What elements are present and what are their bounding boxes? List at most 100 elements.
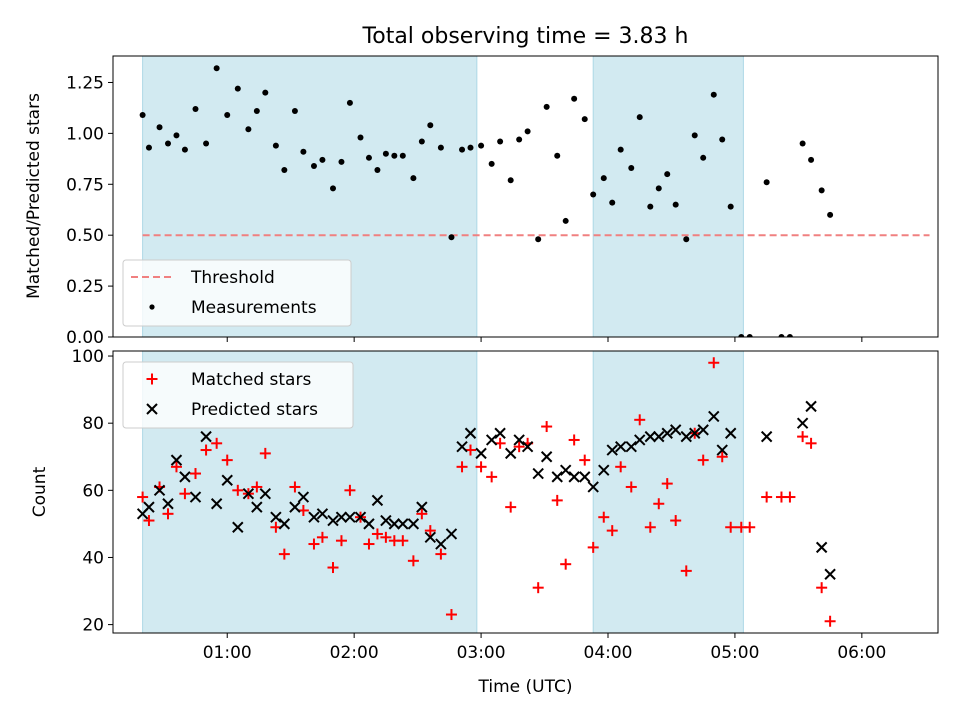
marker-stroke (327, 514, 339, 527)
series-matched-stars (137, 357, 836, 627)
measurement-point (672, 201, 679, 208)
marker-stroke (724, 427, 737, 439)
predicted-star-point (270, 511, 282, 523)
observing-interval-band (593, 56, 744, 337)
measurement-point (590, 191, 597, 198)
predicted-star-point (170, 454, 183, 466)
matched-star-point (716, 451, 728, 463)
predicted-star-point (796, 417, 809, 429)
measurement-point (636, 114, 643, 121)
x-tick-label: 02:00 (330, 643, 379, 663)
top-panel-ratio: 0.00 0.25 0.50 0.75 1.00 1.25 Threshold Measure… (66, 55, 939, 348)
measurement-point (543, 103, 550, 110)
y-tick-label: 40 (82, 548, 104, 568)
matched-star-point (587, 541, 599, 553)
x-axis-label: Time (UTC) (478, 677, 573, 697)
marker-stroke (344, 511, 356, 523)
measurement-point (738, 334, 745, 337)
marker-stroke (289, 501, 301, 513)
matched-star-point (598, 511, 610, 523)
matched-star-point (761, 491, 773, 503)
matched-star-point (308, 538, 320, 550)
marker-stroke (316, 508, 329, 520)
predicted-star-point (146, 403, 158, 415)
marker-stroke (614, 440, 627, 453)
matched-star-point (259, 447, 271, 459)
marker-stroke (644, 430, 657, 443)
marker-stroke (587, 481, 599, 493)
predicted-star-point (559, 464, 572, 476)
matched-star-point (486, 471, 498, 483)
marker-stroke (760, 430, 773, 443)
x-tick-label: 01:00 (203, 643, 252, 663)
measurement-point (647, 203, 654, 210)
marker-stroke (232, 521, 244, 533)
axes-frame (112, 55, 939, 338)
matched-star-point (634, 414, 646, 426)
marker-stroke (210, 498, 223, 510)
matched-star-point (407, 555, 419, 567)
measurement-point (357, 134, 364, 141)
matched-star-point (615, 461, 627, 473)
marker-stroke (796, 417, 809, 429)
measurement-point (374, 167, 381, 174)
matched-star-point (680, 565, 692, 577)
predicted-star-point (407, 518, 420, 530)
predicted-star-point (625, 440, 637, 453)
marker-stroke (170, 454, 183, 466)
marker-stroke (485, 434, 498, 446)
matched-star-point (505, 501, 517, 513)
measurement-point (763, 179, 770, 186)
predicted-star-point (504, 447, 517, 460)
predicted-star-point (661, 427, 673, 439)
matched-star-point (644, 521, 656, 533)
legend: Matched stars Predicted stars (122, 361, 354, 429)
measurement-point (524, 128, 531, 135)
matched-star-point (708, 357, 720, 369)
matched-star-point (797, 431, 809, 443)
measurement-point (173, 132, 180, 139)
marker-stroke (697, 424, 709, 436)
matched-star-point (560, 558, 572, 570)
predicted-star-point (494, 427, 506, 439)
y-tick-label: 1.25 (66, 73, 104, 93)
matched-star-point (579, 454, 591, 466)
matched-star-point (697, 454, 709, 466)
measurement-point (459, 146, 466, 153)
marker-stroke (407, 518, 420, 530)
matched-star-point (146, 373, 158, 385)
matched-star-point (327, 562, 339, 574)
marker-stroke (634, 434, 646, 446)
matched-star-point (568, 434, 580, 446)
matched-star-point (494, 437, 506, 449)
top-chart-title: Total observing time = 3.83 h (362, 24, 689, 49)
legend-measurement-handle (149, 304, 155, 310)
measurement-point (691, 132, 698, 139)
predicted-star-point (344, 511, 356, 523)
measurement-point (516, 136, 523, 143)
predicted-star-point (327, 514, 339, 527)
matched-star-point (179, 488, 191, 500)
y-tick-label: 0.25 (66, 277, 104, 297)
marker-stroke (708, 410, 720, 423)
predicted-star-point (568, 471, 580, 483)
measurement-point (535, 236, 542, 243)
predicted-star-point (210, 498, 223, 510)
matched-star-point (661, 478, 673, 490)
measurement-point (581, 116, 588, 123)
x-tick-label: 03:00 (457, 643, 506, 663)
predicted-star-point (232, 521, 244, 533)
matched-star-point (725, 521, 737, 533)
predicted-star-point (435, 538, 447, 550)
predicted-star-point (606, 444, 618, 456)
marker-stroke (521, 440, 534, 453)
matched-star-point (380, 531, 392, 543)
matched-star-point (606, 525, 618, 537)
measurement-point (554, 152, 561, 159)
measurement-point (683, 236, 690, 243)
measurement-point (727, 203, 734, 210)
marker-stroke (579, 471, 591, 483)
marker-stroke (689, 427, 701, 439)
matched-star-point (465, 444, 476, 456)
measurement-point (808, 156, 815, 163)
